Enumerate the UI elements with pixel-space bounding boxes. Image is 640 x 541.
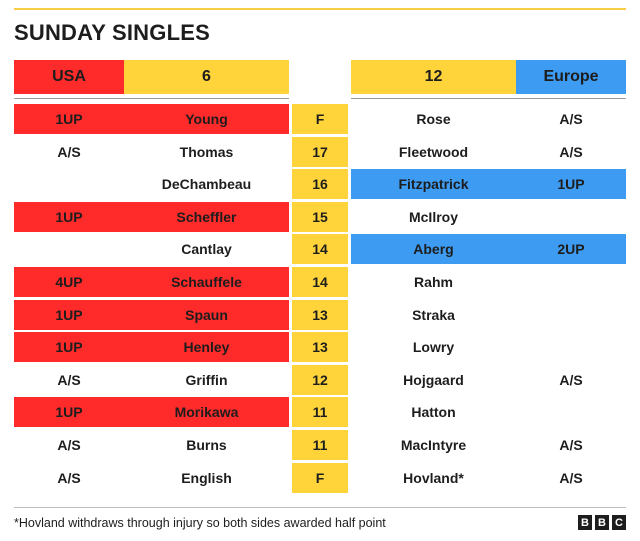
usa-player-name: Burns: [186, 437, 227, 453]
europe-result: 1UP: [516, 169, 626, 200]
europe-result: A/S: [559, 371, 583, 388]
hole-status: 14: [292, 234, 348, 265]
hole-status: 13: [292, 299, 348, 330]
match-row: A/S Griffin 12 Hojgaard A/S: [14, 364, 626, 395]
hole-status: 12: [292, 364, 348, 395]
hole-status: 13: [292, 332, 348, 363]
usa-player-name: Schauffele: [124, 267, 289, 297]
match-row: A/S Thomas 17 Fleetwood A/S: [14, 136, 626, 167]
europe-result: 2UP: [516, 234, 626, 265]
bbc-logo-letter: C: [612, 515, 626, 530]
usa-team-label: USA: [14, 60, 124, 94]
europe-result: [516, 332, 626, 362]
europe-result: [516, 397, 626, 427]
match-row: 1UP Henley 13 Lowry: [14, 332, 626, 363]
hole-status: 11: [292, 430, 348, 460]
hole-status: 14: [292, 267, 348, 297]
europe-result: [516, 300, 626, 330]
europe-result: A/S: [559, 111, 583, 127]
europe-player-name: Lowry: [412, 339, 455, 356]
usa-player-name: Spaun: [124, 299, 289, 330]
europe-player-name: Hojgaard: [403, 371, 464, 388]
match-row: 1UP Scheffler 15 McIlroy: [14, 201, 626, 232]
match-row: A/S English F Hovland* A/S: [14, 462, 626, 493]
europe-team-label: Europe: [516, 60, 626, 94]
hole-status: 11: [292, 397, 348, 428]
usa-result: 1UP: [14, 104, 124, 134]
score-header: USA 6 12 Europe: [14, 60, 626, 94]
usa-team-score: 6: [124, 60, 289, 94]
europe-player-name: Fitzpatrick: [351, 169, 516, 200]
header-divider-left: [14, 98, 289, 99]
europe-player-name: Hovland*: [403, 469, 464, 486]
usa-player-name: Griffin: [185, 371, 228, 388]
match-row: Cantlay 14 Aberg 2UP: [14, 234, 626, 265]
europe-player-name: Straka: [412, 306, 455, 323]
europe-result: A/S: [559, 143, 583, 160]
hole-status: 17: [292, 136, 348, 167]
footnote: *Hovland withdraws through injury so bot…: [14, 516, 386, 530]
europe-player-name: MacIntyre: [400, 437, 467, 453]
europe-player-name: McIlroy: [408, 208, 458, 225]
header-divider-right: [351, 98, 626, 99]
usa-player-name: Young: [124, 104, 289, 134]
usa-result: A/S: [57, 437, 81, 453]
usa-player-name: DeChambeau: [161, 176, 252, 193]
match-row: 1UP Spaun 13 Straka: [14, 299, 626, 330]
europe-player-name: Hatton: [411, 404, 456, 421]
usa-player-name: English: [181, 469, 232, 486]
match-row: DeChambeau 16 Fitzpatrick 1UP: [14, 169, 626, 200]
bbc-logo-letter: B: [578, 515, 592, 530]
europe-result: [516, 202, 626, 232]
europe-result: A/S: [559, 437, 583, 453]
usa-result: [14, 169, 124, 199]
usa-result: 4UP: [14, 267, 124, 297]
footnote-divider: [14, 507, 626, 508]
hole-status: 16: [292, 169, 348, 200]
hole-status: 15: [292, 201, 348, 232]
usa-result: [14, 234, 124, 264]
europe-player-name: Rose: [416, 111, 451, 127]
usa-result: 1UP: [14, 299, 124, 330]
match-row: A/S Burns 11 MacIntyre A/S: [14, 430, 626, 460]
europe-player-name: Fleetwood: [398, 143, 469, 160]
page-title: SUNDAY SINGLES: [14, 20, 210, 45]
usa-result: 1UP: [14, 201, 124, 232]
europe-player-name: Rahm: [414, 274, 453, 290]
usa-result: 1UP: [14, 332, 124, 363]
top-rule: [14, 8, 626, 10]
usa-result: A/S: [57, 371, 81, 388]
hole-status: F: [292, 462, 348, 493]
usa-player-name: Cantlay: [181, 241, 232, 258]
hole-status: F: [292, 104, 348, 134]
usa-player-name: Morikawa: [124, 397, 289, 428]
match-row: 1UP Morikawa 11 Hatton: [14, 397, 626, 428]
europe-result: [516, 267, 626, 297]
usa-player-name: Scheffler: [124, 201, 289, 232]
bbc-logo-letter: B: [595, 515, 609, 530]
europe-team-score: 12: [351, 60, 516, 94]
match-row: 1UP Young F Rose A/S: [14, 104, 626, 134]
europe-player-name: Aberg: [351, 234, 516, 265]
usa-result: 1UP: [14, 397, 124, 428]
usa-result: A/S: [57, 143, 81, 160]
bbc-logo: B B C: [578, 515, 626, 530]
usa-player-name: Henley: [124, 332, 289, 363]
europe-result: A/S: [559, 469, 583, 486]
usa-player-name: Thomas: [179, 143, 234, 160]
match-row: 4UP Schauffele 14 Rahm: [14, 267, 626, 297]
usa-result: A/S: [57, 469, 81, 486]
